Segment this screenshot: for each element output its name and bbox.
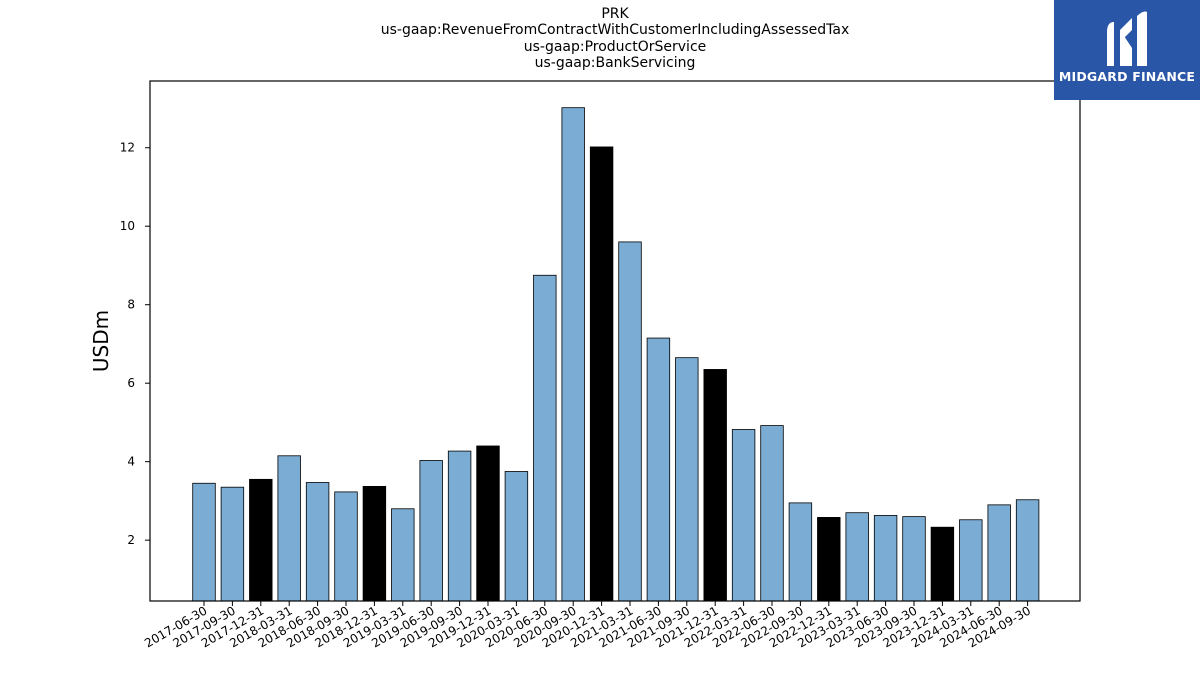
midgard-finance-logo: MIDGARD FINANCE (1054, 0, 1200, 100)
bar-2018-12-31 (362, 485, 387, 602)
chart-title-line-2: us-gaap:RevenueFromContractWithCustomerI… (380, 22, 850, 38)
bar-2020-06-30 (533, 274, 557, 602)
bar-2022-12-31 (817, 517, 841, 602)
bar-2020-09-30 (561, 107, 585, 602)
bar-2022-06-30 (760, 425, 784, 602)
bar-2021-09-30 (675, 357, 699, 602)
bar-2019-12-31 (476, 445, 500, 602)
bar-2017-12-31 (249, 478, 273, 602)
bar-2019-06-30 (419, 460, 443, 602)
chart-title-line-3: us-gaap:ProductOrService (523, 39, 707, 55)
chart-title-line-4: us-gaap:BankServicing (534, 55, 696, 71)
bar-2024-03-31 (959, 519, 983, 602)
chart-title-line-1: PRK (601, 6, 629, 22)
bar-2017-09-30 (220, 486, 245, 602)
y-tick-label: 6 (127, 376, 135, 390)
y-tick-label: 2 (127, 533, 135, 547)
bar-2017-06-30 (192, 482, 216, 602)
bar-2021-12-31 (703, 369, 727, 602)
bar-2018-09-30 (334, 491, 358, 602)
bar-2019-03-31 (391, 508, 415, 602)
bar-2024-09-30 (1015, 499, 1040, 602)
logo-text: MIDGARD FINANCE (1058, 69, 1196, 84)
y-tick-label: 12 (120, 141, 135, 155)
bar-2024-06-30 (987, 504, 1011, 602)
y-tick-label: 8 (127, 298, 135, 312)
bar-2022-03-31 (731, 429, 756, 602)
bar-2023-06-30 (873, 515, 898, 602)
bar-2020-03-31 (504, 471, 529, 602)
bar-2019-09-30 (447, 450, 472, 602)
plot-frame (149, 80, 1081, 602)
midgard-logo-mark-icon (1107, 11, 1147, 66)
bar-2021-03-31 (618, 241, 642, 602)
bar-2023-03-31 (845, 512, 869, 602)
y-axis-label: USDm (89, 310, 113, 372)
y-tick-label: 10 (120, 219, 135, 233)
bar-2018-03-31 (277, 455, 301, 602)
bar-2021-06-30 (646, 337, 671, 602)
y-tick-label: 4 (127, 455, 135, 469)
bar-2020-12-31 (589, 146, 614, 602)
bar-2023-09-30 (902, 516, 926, 602)
bar-2023-12-31 (930, 526, 955, 602)
bar-2018-06-30 (305, 482, 330, 602)
bar-2022-09-30 (788, 502, 813, 602)
